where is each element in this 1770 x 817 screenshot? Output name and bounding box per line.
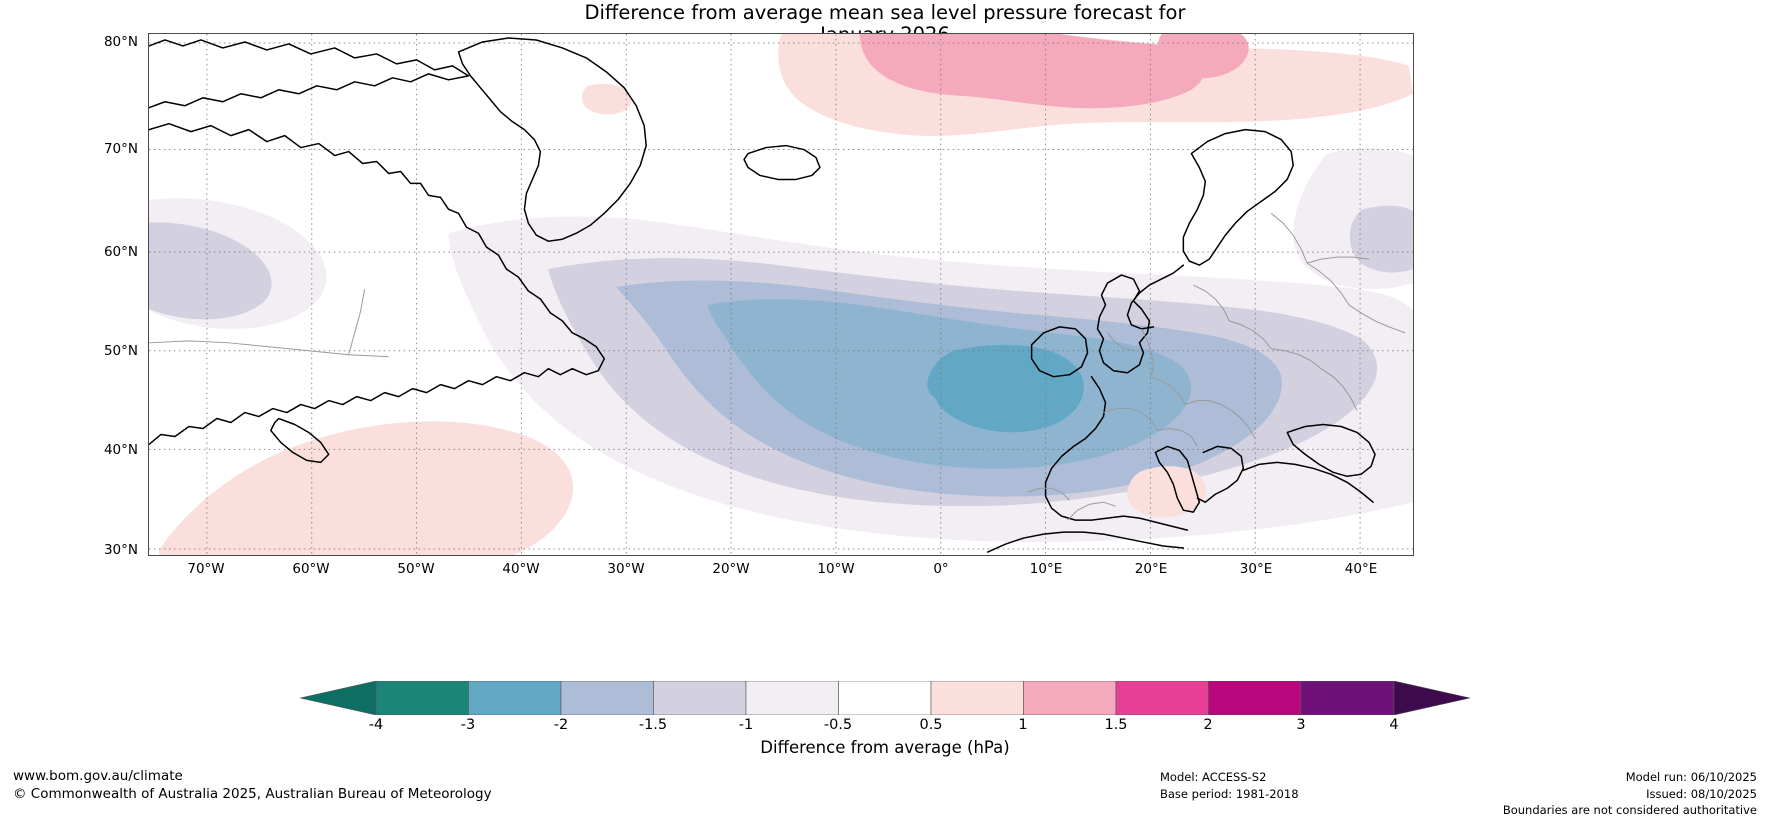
cb-tick--1: -1 <box>738 717 754 733</box>
lon-label-30w: 30°W <box>607 561 645 577</box>
lon-label-40e: 40°E <box>1344 561 1378 577</box>
graticule <box>149 34 1413 555</box>
lat-label-70n: 70°N <box>103 141 138 157</box>
lon-label-20e: 20°E <box>1134 561 1168 577</box>
colorbar-over-arrow <box>1393 681 1470 715</box>
lat-label-60n: 60°N <box>103 244 138 260</box>
cb-tick-2: 2 <box>1203 717 1213 733</box>
footer-copyright: © Commonwealth of Australia 2025, Austra… <box>13 786 492 802</box>
colorbar-svg <box>300 681 1470 715</box>
anomaly-band-eurasia-core <box>1349 205 1413 273</box>
cb-tick--0p5: -0.5 <box>823 717 853 733</box>
cb-tick--3: -3 <box>460 717 476 733</box>
lat-label-30n: 30°N <box>103 542 138 558</box>
colorbar-under-arrow <box>300 681 377 715</box>
lon-label-30e: 30°E <box>1239 561 1273 577</box>
lon-label-20w: 20°W <box>712 561 750 577</box>
lat-label-50n: 50°N <box>103 343 138 359</box>
cb-tick-1p5: 1.5 <box>1104 717 1128 733</box>
cb-tick-4: 4 <box>1389 717 1399 733</box>
lon-label-40w: 40°W <box>502 561 540 577</box>
anomaly-band-greenland-se <box>582 83 632 115</box>
anomaly-band-aegean <box>1127 466 1207 518</box>
lon-label-60w: 60°W <box>292 561 330 577</box>
lon-label-50w: 50°W <box>397 561 435 577</box>
lon-label-0: 0° <box>933 561 949 577</box>
lon-label-70w: 70°W <box>187 561 225 577</box>
anomaly-band-subtropical-high <box>158 421 574 555</box>
lon-label-10e: 10°E <box>1029 561 1063 577</box>
map-panel[interactable] <box>148 33 1414 556</box>
coastlines <box>149 37 1376 553</box>
cb-tick--2: -2 <box>553 717 569 733</box>
footer-boundaries-note: Boundaries are not considered authoritat… <box>1502 803 1757 817</box>
colorbar-swatches <box>375 681 1395 715</box>
lat-label-40n: 40°N <box>103 442 138 458</box>
footer-website-url[interactable]: www.bom.gov.au/climate <box>13 768 183 784</box>
anomaly-band-svalbard <box>1158 34 1249 79</box>
anomaly-band-labrador-core <box>149 222 272 320</box>
colorbar[interactable] <box>300 681 1470 715</box>
footer-base-period: Base period: 1981-2018 <box>1160 787 1299 801</box>
cb-tick-0p5: 0.5 <box>919 717 943 733</box>
cb-tick--4: -4 <box>368 717 384 733</box>
colorbar-axis-label: Difference from average (hPa) <box>760 738 1010 757</box>
map-canvas <box>149 34 1413 555</box>
footer-issued-date: Issued: 08/10/2025 <box>1646 787 1757 801</box>
cb-tick-3: 3 <box>1296 717 1306 733</box>
lon-label-10w: 10°W <box>817 561 855 577</box>
lat-label-80n: 80°N <box>103 34 138 50</box>
footer-model-name: Model: ACCESS-S2 <box>1160 770 1267 784</box>
footer-model-run-date: Model run: 06/10/2025 <box>1625 770 1757 784</box>
anomaly-band-neg-2-core <box>927 344 1084 433</box>
cb-tick--1p5: -1.5 <box>638 717 668 733</box>
anomaly-band-arctic-core <box>859 34 1205 109</box>
cb-tick-1: 1 <box>1018 717 1028 733</box>
country-borders <box>149 212 1406 521</box>
